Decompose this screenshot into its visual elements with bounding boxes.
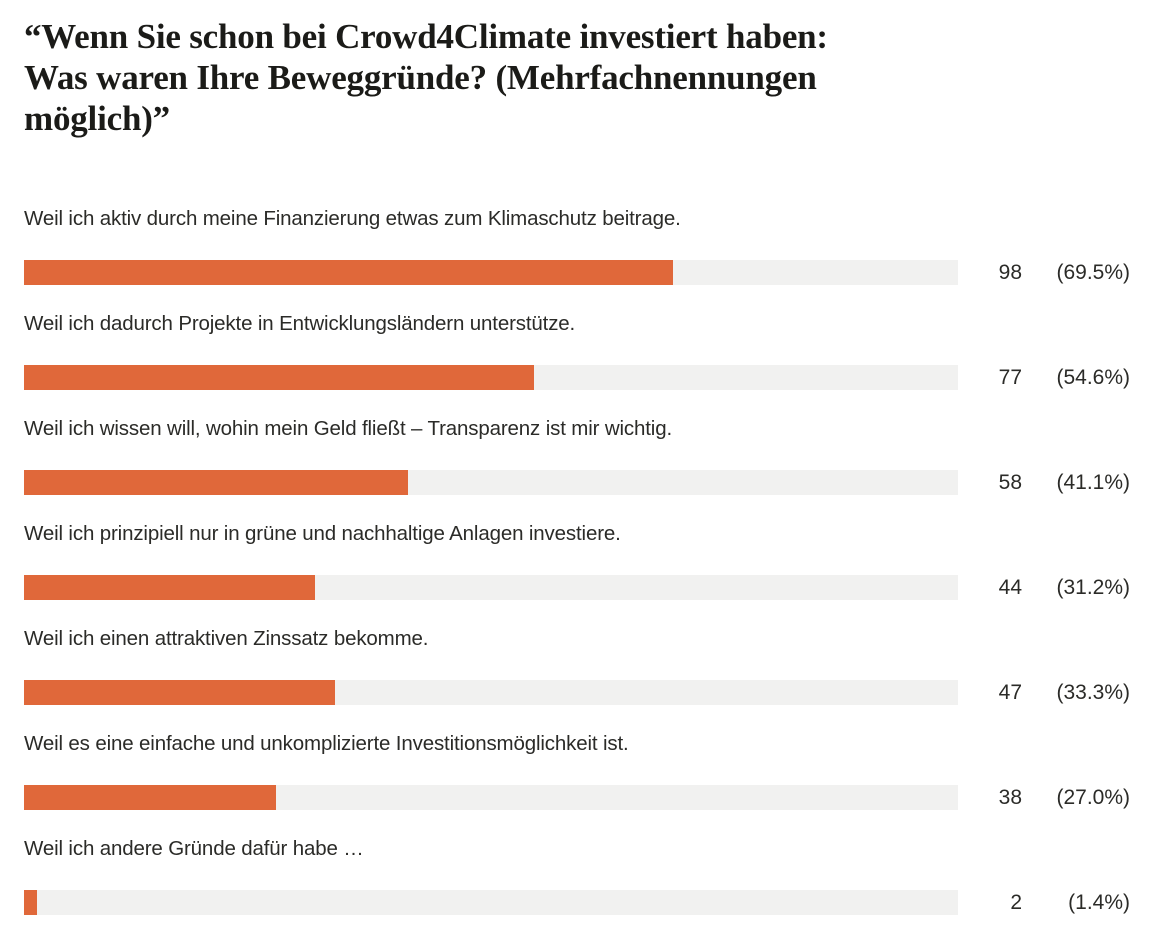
- bar-label: Weil ich dadurch Projekte in Entwicklung…: [24, 312, 576, 335]
- bar-row: 2 (1.4%): [0, 880, 1176, 920]
- bar-fill: [24, 890, 38, 915]
- bar-row: 58 (41.1%): [0, 460, 1176, 500]
- bar-track: [24, 785, 958, 810]
- bar-group: Weil ich wissen will, wohin mein Geld fl…: [0, 408, 1176, 513]
- bar-percent-value: (1.4%): [1068, 891, 1130, 914]
- bar-chart: Weil ich aktiv durch meine Finanzierung …: [0, 198, 1176, 933]
- bar-row: 47 (33.3%): [0, 670, 1176, 710]
- page-title: “Wenn Sie schon bei Crowd4Climate invest…: [24, 17, 828, 138]
- bar-label: Weil es eine einfache und unkomplizierte…: [24, 732, 629, 755]
- bar-fill: [24, 365, 534, 390]
- bar-count-value: 58: [998, 471, 1022, 494]
- bar-group: Weil ich einen attraktiven Zinssatz beko…: [0, 618, 1176, 723]
- bar-fill: [24, 785, 277, 810]
- bar-label: Weil ich andere Gründe dafür habe …: [24, 837, 364, 860]
- bar-label: Weil ich wissen will, wohin mein Geld fl…: [24, 417, 673, 440]
- bar-row: 38 (27.0%): [0, 775, 1176, 815]
- bar-percent-value: (27.0%): [1056, 786, 1130, 809]
- bar-percent-value: (69.5%): [1056, 261, 1130, 284]
- bar-percent-value: (54.6%): [1056, 366, 1130, 389]
- bar-label: Weil ich aktiv durch meine Finanzierung …: [24, 207, 681, 230]
- bar-fill: [24, 260, 674, 285]
- bar-count-value: 98: [998, 261, 1022, 284]
- bar-track: [24, 890, 958, 915]
- bar-group: Weil ich aktiv durch meine Finanzierung …: [0, 198, 1176, 303]
- bar-fill: [24, 680, 336, 705]
- bar-group: Weil ich prinzipiell nur in grüne und na…: [0, 513, 1176, 618]
- bar-group: Weil es eine einfache und unkomplizierte…: [0, 723, 1176, 828]
- bar-track: [24, 470, 958, 495]
- bar-percent-value: (31.2%): [1056, 576, 1130, 599]
- bar-label: Weil ich einen attraktiven Zinssatz beko…: [24, 627, 429, 650]
- bar-fill: [24, 470, 408, 495]
- bar-label: Weil ich prinzipiell nur in grüne und na…: [24, 522, 621, 545]
- bar-count-value: 2: [1010, 891, 1022, 914]
- bar-count-value: 77: [998, 366, 1022, 389]
- bar-row: 98 (69.5%): [0, 250, 1176, 290]
- bar-percent-value: (41.1%): [1056, 471, 1130, 494]
- bar-fill: [24, 575, 316, 600]
- bar-count-value: 47: [998, 681, 1022, 704]
- bar-count-value: 38: [998, 786, 1022, 809]
- bar-track: [24, 260, 958, 285]
- bar-group: Weil ich andere Gründe dafür habe … 2 (1.4…: [0, 828, 1176, 933]
- bar-group: Weil ich dadurch Projekte in Entwicklung…: [0, 303, 1176, 408]
- bar-track: [24, 365, 958, 390]
- bar-track: [24, 680, 958, 705]
- bar-count-value: 44: [998, 576, 1022, 599]
- bar-track: [24, 575, 958, 600]
- bar-percent-value: (33.3%): [1056, 681, 1130, 704]
- bar-row: 44 (31.2%): [0, 565, 1176, 605]
- bar-row: 77 (54.6%): [0, 355, 1176, 395]
